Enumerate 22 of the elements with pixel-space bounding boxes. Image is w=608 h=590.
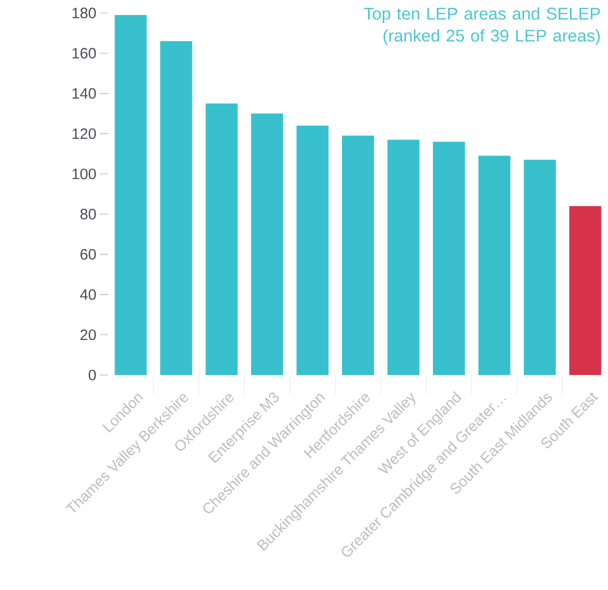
- bar: [387, 140, 420, 375]
- bar: [296, 126, 329, 375]
- y-tick-label: 80: [80, 208, 96, 220]
- y-tick-label: 180: [72, 8, 96, 18]
- y-tick-label: 60: [80, 249, 96, 260]
- y-tick-label: 140: [72, 88, 96, 99]
- chart-title: Top ten LEP areas and SELEP (ranked 25 of 39 LEP areas): [364, 7, 600, 46]
- y-tick-label: 40: [80, 289, 96, 300]
- bar: [524, 160, 556, 375]
- bar: [478, 156, 510, 375]
- y-tick-label: 100: [72, 168, 96, 180]
- bar: [432, 142, 465, 375]
- y-tick-label: 20: [80, 329, 96, 340]
- bar: [114, 15, 147, 375]
- bar: [251, 114, 284, 375]
- y-tick-label: 0: [88, 370, 96, 380]
- bar: [569, 206, 602, 375]
- bar: [160, 41, 192, 375]
- y-tick-label: 160: [72, 48, 96, 59]
- y-tick-label: 120: [72, 128, 96, 139]
- bar: [342, 136, 374, 375]
- bar: [206, 104, 238, 375]
